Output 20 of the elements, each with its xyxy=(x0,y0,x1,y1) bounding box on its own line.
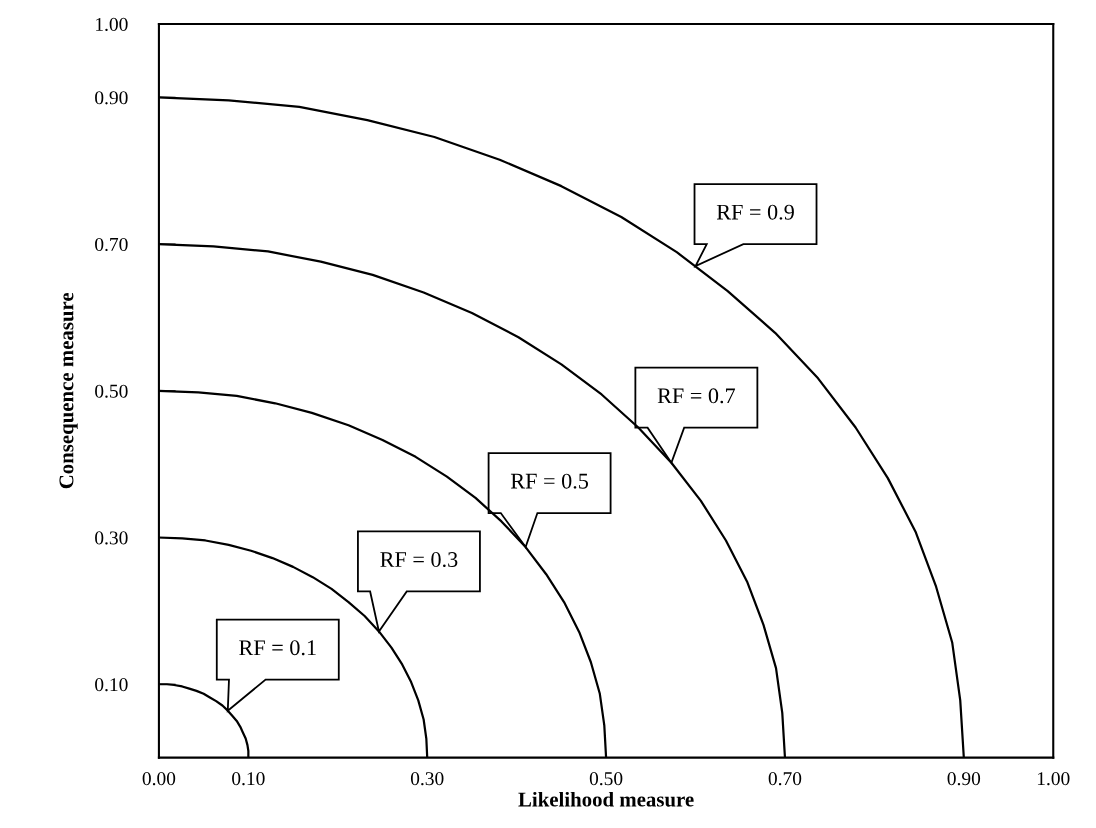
x-tick-label: 0.10 xyxy=(232,772,265,786)
y-tick-label: 0.10 xyxy=(95,678,128,692)
y-tick-label: 1.00 xyxy=(96,17,128,32)
x-tick-label: 0.90 xyxy=(947,772,981,786)
annotation: RF = 0.5 xyxy=(510,473,589,489)
y-tick-label: 0.90 xyxy=(95,91,128,105)
x-tick-label: 1.00 xyxy=(1037,772,1070,786)
annotation: RF = 0.1 xyxy=(239,640,316,656)
x-tick-label: 0.30 xyxy=(410,772,444,786)
x-axis-title: Likelihood measure xyxy=(518,791,694,807)
x-tick-label: 0.00 xyxy=(142,772,176,786)
y-tick-label: 0.70 xyxy=(95,237,128,252)
annotation: RF = 0.3 xyxy=(380,552,458,568)
y-tick-label: 0.50 xyxy=(95,384,128,398)
annotation: RF = 0.9 xyxy=(716,204,794,220)
y-axis-title: Consequence measure xyxy=(59,292,78,489)
annotation: RF = 0.7 xyxy=(657,388,736,404)
x-tick-label: 0.70 xyxy=(768,772,802,786)
x-tick-label: 0.50 xyxy=(589,772,623,786)
y-tick-label: 0.30 xyxy=(95,531,128,545)
